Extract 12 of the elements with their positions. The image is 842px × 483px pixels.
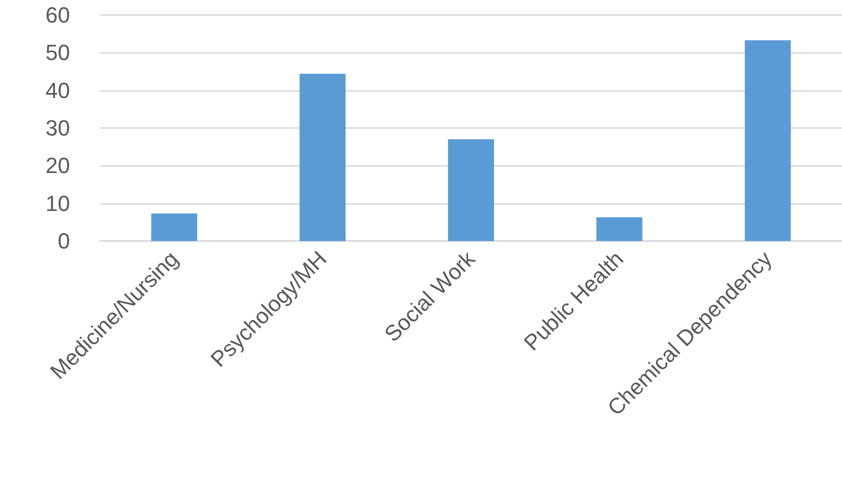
y-tick-label: 10 bbox=[46, 190, 70, 216]
y-tick-label: 50 bbox=[46, 40, 70, 66]
y-tick-label: 40 bbox=[46, 78, 70, 103]
bar bbox=[448, 139, 494, 241]
bar bbox=[300, 74, 346, 241]
y-tick-label: 20 bbox=[46, 153, 70, 178]
y-tick-label: 30 bbox=[46, 116, 70, 140]
bar bbox=[744, 40, 791, 241]
y-tick-label: 60 bbox=[46, 2, 70, 28]
y-tick-label: 0 bbox=[58, 228, 70, 254]
bar bbox=[151, 214, 198, 241]
bar bbox=[596, 217, 642, 241]
